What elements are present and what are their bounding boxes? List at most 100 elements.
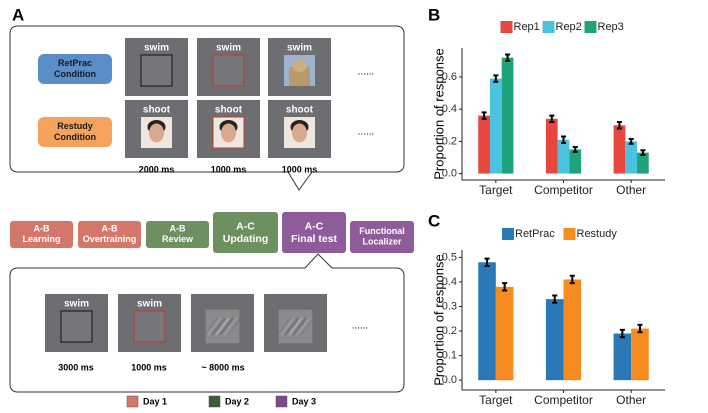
error-bar	[569, 274, 575, 285]
frame-square	[212, 54, 245, 87]
condition-label: Restudy Condition	[54, 121, 96, 142]
image-part	[149, 123, 164, 143]
y-tick-label: 0.4	[442, 276, 457, 288]
phase-label: A-C Final test	[291, 221, 338, 245]
bar	[478, 262, 496, 381]
y-tick-label: 0.2	[442, 325, 457, 337]
phase-label: A-B Review	[162, 224, 194, 244]
legend-swatch	[502, 228, 514, 240]
legend-swatch	[126, 395, 139, 408]
legend-label: Rep1	[514, 21, 540, 33]
bar	[489, 78, 502, 174]
bar	[557, 139, 570, 174]
grating-stripe	[288, 317, 303, 336]
grating-stripe	[219, 317, 234, 336]
timing-label: ~ 8000 ms	[201, 362, 244, 372]
error-bar	[481, 111, 487, 120]
legend-swatch	[584, 21, 597, 33]
y-tick-label: 0.0	[442, 374, 457, 386]
x-tick-label: Competitor	[534, 183, 593, 197]
bar	[637, 152, 649, 174]
error-bar	[505, 53, 511, 62]
legend-label: Restudy	[577, 228, 618, 240]
cue-word: shoot	[143, 105, 171, 116]
grating-stripe	[215, 317, 230, 336]
error-bar	[637, 323, 643, 334]
timing-label: 3000 ms	[58, 362, 94, 372]
bar	[563, 279, 582, 381]
y-axis-label: Proportion of response	[431, 254, 446, 386]
timing-label: 1000 ms	[131, 362, 167, 372]
cue-word: swim	[287, 43, 312, 54]
bar	[545, 118, 558, 174]
ellipsis: ......	[352, 321, 369, 332]
phase-label: A-B Overtraining	[83, 224, 137, 244]
grating-stripe	[284, 317, 299, 336]
x-tick-label: Competitor	[534, 393, 593, 407]
bar	[495, 286, 514, 381]
legend-label: Day 3	[292, 396, 316, 406]
phase-line: Final test	[291, 233, 338, 245]
image-part	[289, 67, 310, 86]
y-tick-label: 0.6	[442, 71, 457, 83]
phase-line: Functional	[359, 226, 405, 236]
timing-label: 1000 ms	[282, 164, 318, 174]
grating-stripe	[280, 317, 295, 336]
panel-label: B	[428, 5, 440, 24]
panel-label: A	[12, 5, 24, 24]
phase-box	[213, 212, 278, 253]
bar	[613, 333, 632, 381]
timing-label: 1000 ms	[211, 164, 247, 174]
phase-label: Functional Localizer	[359, 226, 405, 246]
x-tick-label: Target	[479, 183, 513, 197]
bar	[545, 299, 564, 381]
y-tick-label: 0.5	[442, 251, 457, 263]
legend-swatch	[563, 228, 576, 240]
grating-stripe	[296, 317, 311, 336]
legend-label: Day 2	[225, 396, 249, 406]
condition-label: RetPrac Condition	[54, 58, 96, 79]
y-tick-label: 0.4	[442, 103, 457, 115]
phase-line: A-B	[102, 224, 118, 234]
cue-word: shoot	[286, 105, 314, 116]
frame-square	[140, 54, 173, 87]
phase-line: A-B	[170, 224, 186, 234]
phase-line: A-C	[305, 221, 324, 233]
grating-stripe	[203, 317, 218, 336]
grating-stripe	[211, 317, 226, 336]
ellipsis: ......	[358, 67, 375, 78]
error-bar	[549, 114, 555, 124]
phase-box	[350, 221, 414, 253]
legend-label: RetPrac	[515, 228, 555, 240]
y-tick-label: 0.1	[442, 350, 457, 362]
phase-line: A-B	[34, 224, 50, 234]
error-bar	[619, 328, 625, 339]
condition-box	[38, 54, 112, 84]
legend-swatch	[542, 21, 555, 33]
phase-box	[78, 221, 141, 248]
bar	[613, 125, 626, 174]
error-bar	[640, 149, 646, 157]
bar	[569, 149, 582, 174]
error-bar	[628, 137, 634, 145]
y-axis-label: Proportion of response	[431, 48, 446, 180]
phase-box	[10, 221, 73, 248]
phase-line: Review	[162, 234, 194, 244]
error-bar	[561, 135, 566, 144]
legend-label: Day 1	[143, 396, 167, 406]
cue-word: shoot	[215, 105, 243, 116]
error-bar	[493, 74, 499, 83]
bar	[478, 115, 490, 174]
legend-swatch	[500, 21, 513, 33]
cue-word: swim	[144, 43, 169, 54]
image-part	[292, 60, 307, 72]
grating-stripe	[300, 317, 315, 336]
frame-square	[133, 310, 166, 343]
error-bar	[552, 294, 558, 304]
panel-label: C	[428, 211, 440, 230]
legend-label: Rep2	[556, 21, 582, 33]
phase-box	[146, 221, 209, 248]
x-tick-label: Other	[616, 393, 646, 407]
legend-swatch	[275, 395, 288, 408]
